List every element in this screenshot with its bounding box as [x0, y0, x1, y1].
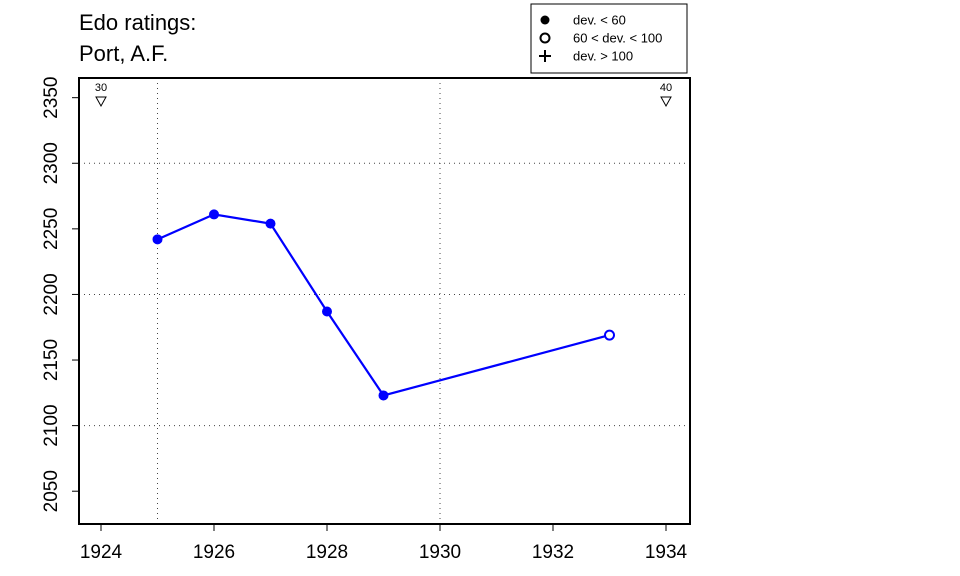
x-tick-label: 1932 [532, 542, 574, 563]
series-layer [152, 209, 615, 401]
legend-label: dev. < 60 [573, 13, 626, 28]
chart-title-line-2: Port, A.F. [79, 41, 168, 66]
top-marker-triangle [660, 96, 672, 108]
data-point [604, 329, 615, 341]
legend-symbol-filled [540, 15, 550, 25]
data-point [378, 390, 389, 401]
y-tick-label: 2100 [41, 404, 62, 446]
legend-label: 60 < dev. < 100 [573, 31, 662, 46]
legend: dev. < 60 60 < dev. < 100 dev. > 100 [530, 3, 688, 74]
y-tick-label: 2050 [41, 470, 62, 512]
y-axis: 2050 2100 2150 2200 2250 2300 2350 [41, 77, 79, 512]
y-tick-label: 2200 [41, 273, 62, 315]
data-point [209, 209, 219, 220]
data-point [152, 234, 163, 245]
legend-symbol-open [539, 32, 551, 44]
x-tick-label: 1924 [80, 542, 123, 563]
top-markers: 30 40 [95, 82, 672, 108]
data-point [265, 218, 276, 229]
x-tick-label: 1934 [645, 542, 688, 563]
series-line [157, 213, 610, 397]
legend-label: dev. > 100 [573, 49, 633, 64]
top-marker-label: 30 [95, 82, 107, 94]
x-tick-label: 1928 [306, 542, 348, 563]
x-axis: 1924 1926 1928 1930 1932 1934 [80, 524, 688, 563]
x-tick-label: 1926 [193, 542, 235, 563]
y-tick-label: 2150 [41, 339, 62, 381]
chart-title-line-1: Edo ratings: [79, 10, 196, 35]
data-point [322, 306, 332, 317]
top-marker-triangle [95, 96, 107, 108]
y-tick-label: 2250 [41, 208, 62, 250]
y-tick-label: 2300 [41, 142, 62, 184]
grid-lines [79, 78, 690, 524]
x-tick-label: 1930 [419, 542, 461, 563]
plot-frame [78, 77, 691, 525]
legend-symbol-plus [539, 50, 551, 62]
legend-box [530, 3, 688, 74]
top-marker-label: 40 [660, 82, 672, 94]
y-tick-label: 2350 [41, 77, 62, 119]
